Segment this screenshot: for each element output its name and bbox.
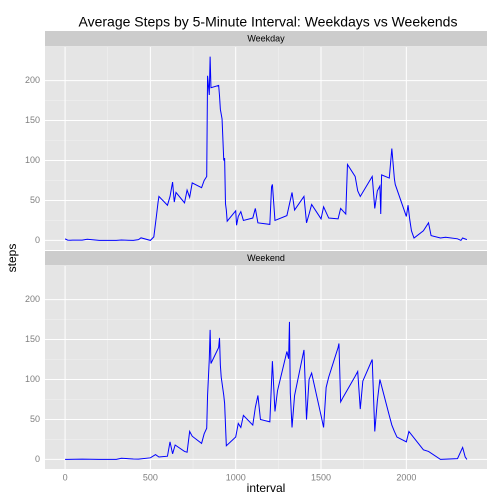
y-tick-label: 200 <box>25 294 40 304</box>
x-tick-label: 500 <box>143 472 158 482</box>
y-tick-label: 100 <box>25 374 40 384</box>
x-tick-label: 1500 <box>311 472 331 482</box>
y-tick-label: 0 <box>35 454 40 464</box>
chart-title: Average Steps by 5-Minute Interval: Week… <box>79 14 458 30</box>
y-tick-label: 100 <box>25 155 40 165</box>
x-tick-label: 2000 <box>396 472 416 482</box>
data-line <box>64 56 468 242</box>
x-tick-label: 1000 <box>226 472 246 482</box>
panel <box>45 47 487 250</box>
y-tick-label: 150 <box>25 334 40 344</box>
y-axis-label: steps <box>5 244 19 273</box>
y-tick-label: 50 <box>30 414 40 424</box>
strip <box>45 251 487 266</box>
y-tick-label: 150 <box>25 115 40 125</box>
facet-label: Weekday <box>247 33 285 43</box>
x-tick-label: 0 <box>63 472 68 482</box>
y-tick-label: 0 <box>35 235 40 245</box>
data-line <box>65 321 468 460</box>
y-tick-label: 200 <box>25 75 40 85</box>
panel <box>45 266 487 469</box>
facet-label: Weekend <box>247 253 285 263</box>
x-axis-label: interval <box>247 481 286 495</box>
strip <box>45 31 487 47</box>
y-tick-label: 50 <box>30 195 40 205</box>
